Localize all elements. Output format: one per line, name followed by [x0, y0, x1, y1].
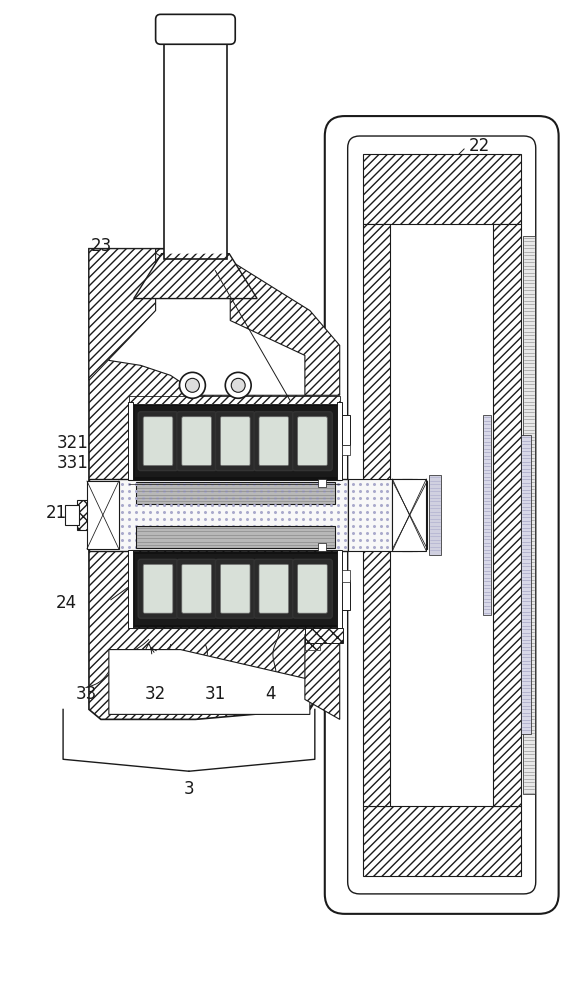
Bar: [363, 154, 521, 224]
Bar: [131, 550, 340, 564]
FancyBboxPatch shape: [182, 417, 212, 466]
Bar: [131, 466, 340, 480]
Circle shape: [225, 372, 251, 398]
Polygon shape: [89, 249, 156, 380]
FancyBboxPatch shape: [177, 559, 217, 618]
Bar: [493, 224, 521, 806]
Text: 21: 21: [46, 504, 67, 522]
Text: 331: 331: [57, 454, 89, 472]
Polygon shape: [109, 650, 310, 714]
Bar: [136, 526, 335, 548]
Polygon shape: [109, 269, 310, 395]
Bar: [338, 580, 350, 610]
Bar: [89, 479, 347, 551]
Polygon shape: [305, 635, 340, 719]
Bar: [87, 481, 119, 549]
Text: 33: 33: [76, 685, 96, 703]
FancyBboxPatch shape: [143, 417, 173, 466]
Bar: [305, 635, 320, 650]
Bar: [318, 543, 326, 551]
Bar: [131, 402, 340, 416]
FancyBboxPatch shape: [138, 412, 178, 471]
Polygon shape: [89, 249, 330, 719]
FancyBboxPatch shape: [182, 564, 212, 613]
Polygon shape: [230, 261, 340, 395]
Bar: [133, 404, 338, 478]
FancyBboxPatch shape: [347, 136, 536, 894]
Polygon shape: [134, 254, 257, 299]
Bar: [337, 550, 342, 628]
Text: 4: 4: [265, 685, 275, 703]
Bar: [128, 550, 133, 628]
Bar: [77, 500, 89, 530]
Bar: [342, 570, 350, 582]
FancyBboxPatch shape: [138, 559, 178, 618]
FancyBboxPatch shape: [259, 417, 289, 466]
Bar: [77, 500, 89, 530]
Bar: [347, 479, 412, 551]
Bar: [129, 396, 340, 404]
Bar: [65, 505, 79, 525]
Bar: [131, 402, 340, 416]
Bar: [493, 224, 521, 806]
Text: 321: 321: [57, 434, 89, 452]
Bar: [128, 402, 133, 480]
Bar: [131, 614, 340, 628]
Bar: [164, 29, 227, 259]
Text: 22: 22: [469, 137, 490, 155]
FancyBboxPatch shape: [215, 559, 255, 618]
Bar: [521, 435, 531, 734]
Bar: [363, 806, 521, 876]
Circle shape: [179, 372, 205, 398]
Bar: [338, 415, 350, 445]
Bar: [363, 154, 521, 224]
FancyBboxPatch shape: [293, 412, 332, 471]
Bar: [363, 224, 390, 806]
Bar: [318, 479, 326, 487]
FancyBboxPatch shape: [221, 564, 250, 613]
Bar: [483, 415, 491, 615]
Bar: [402, 479, 417, 551]
Bar: [523, 236, 535, 794]
Bar: [131, 466, 340, 480]
FancyBboxPatch shape: [293, 559, 332, 618]
Bar: [363, 224, 390, 806]
Text: 32: 32: [145, 685, 166, 703]
Bar: [393, 481, 428, 549]
Bar: [363, 806, 521, 876]
Bar: [133, 552, 338, 626]
Circle shape: [231, 378, 245, 392]
Bar: [305, 628, 343, 643]
Text: 31: 31: [205, 685, 226, 703]
FancyBboxPatch shape: [259, 564, 289, 613]
FancyBboxPatch shape: [156, 14, 235, 44]
Bar: [131, 550, 340, 564]
Bar: [305, 635, 320, 650]
Bar: [129, 396, 340, 404]
FancyBboxPatch shape: [254, 412, 294, 471]
Bar: [429, 475, 441, 555]
Bar: [337, 402, 342, 480]
Bar: [342, 445, 350, 455]
FancyBboxPatch shape: [298, 417, 327, 466]
Text: 3: 3: [184, 780, 194, 798]
Bar: [136, 482, 335, 504]
Bar: [131, 614, 340, 628]
FancyBboxPatch shape: [215, 412, 255, 471]
Text: 24: 24: [55, 594, 77, 612]
FancyBboxPatch shape: [298, 564, 327, 613]
FancyBboxPatch shape: [254, 559, 294, 618]
Circle shape: [186, 378, 200, 392]
Bar: [393, 479, 426, 551]
FancyBboxPatch shape: [143, 564, 173, 613]
FancyBboxPatch shape: [177, 412, 217, 471]
Bar: [402, 479, 417, 551]
FancyBboxPatch shape: [221, 417, 250, 466]
Bar: [390, 224, 493, 806]
FancyBboxPatch shape: [325, 116, 558, 914]
Text: 23: 23: [90, 237, 112, 255]
Bar: [305, 628, 343, 643]
